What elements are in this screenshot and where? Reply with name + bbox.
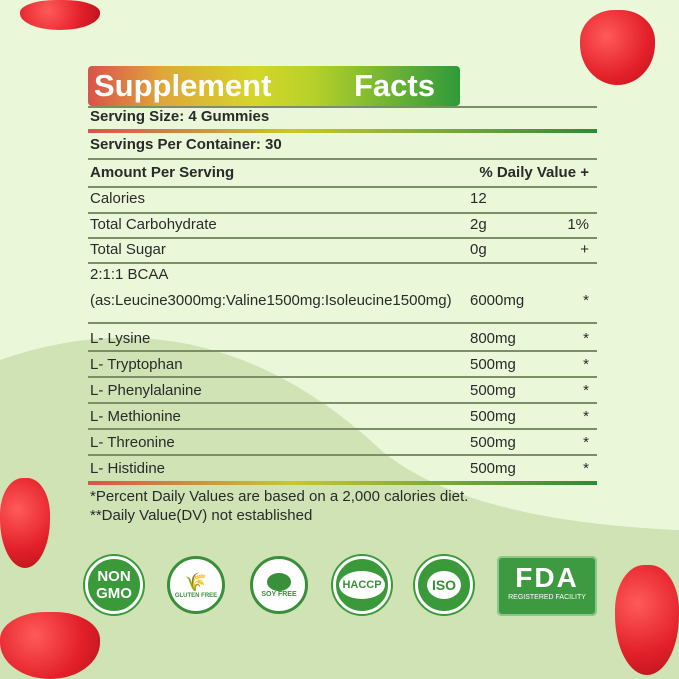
nutrient-name: L- Lysine [90,330,151,347]
table-row: L- Histidine 500mg * [90,457,595,481]
table-row: L- Lysine 800mg * [90,327,595,351]
nutrient-dv: * [583,382,589,399]
nutrient-name: L- Phenylalanine [90,382,202,399]
nutrient-amount: 6000mg [470,292,525,309]
nutrient-amount: 0g [470,241,487,258]
divider [88,106,597,108]
nutrient-dv: * [583,460,589,477]
bean-icon [267,572,291,591]
nutrient-amount: 500mg [470,382,516,399]
divider [88,186,597,188]
divider [88,237,597,239]
nutrient-name: L- Methionine [90,408,181,425]
table-row: (as:Leucine3000mg:Valine1500mg:Isoleucin… [90,289,595,313]
soy-free-badge: SOY FREE [250,556,308,614]
footnote-not-established: **Daily Value(DV) not established [90,507,313,524]
nutrient-name: 2:1:1 BCAA [90,266,169,283]
nutrient-dv: * [583,408,589,425]
strawberry-top-left [20,0,100,30]
nutrient-dv: * [583,330,589,347]
gluten-free-badge: 🌾 GLUTEN FREE [167,556,225,614]
table-row: Total Carbohydrate 2g 1% [90,213,595,237]
table-row: Calories 12 [90,187,595,211]
nutrient-amount: 500mg [470,434,516,451]
iso-badge: ISO [415,556,473,614]
divider [88,212,597,214]
nutrient-amount: 500mg [470,460,516,477]
nutrient-dv: * [583,356,589,373]
divider [88,350,597,352]
nutrient-dv: 1% [567,216,589,233]
non-text: NON [97,568,131,585]
iso-text: ISO [426,571,462,599]
nutrient-dv: * [583,292,589,309]
serving-size: Serving Size: 4 Gummies [90,108,270,125]
nutrient-name: Total Carbohydrate [90,216,217,233]
divider [88,454,597,456]
gradient-divider [88,481,597,485]
nutrient-amount: 2g [470,216,487,233]
table-row: 2:1:1 BCAA [90,263,595,287]
nutrient-dv: * [583,434,589,451]
divider [88,322,597,324]
table-row: L- Phenylalanine 500mg * [90,379,595,403]
footnote-dv: *Percent Daily Values are based on a 2,0… [90,488,469,505]
non-gmo-badge: NON GMO [85,556,143,614]
divider [88,428,597,430]
nutrient-dv: + [580,241,589,258]
haccp-badge: HACCP [333,556,391,614]
nutrient-name: Total Sugar [90,241,166,258]
soy-free-text: SOY FREE [261,590,297,598]
nutrient-name: Calories [90,190,146,207]
nutrient-name: (as:Leucine3000mg:Valine1500mg:Isoleucin… [90,292,452,309]
nutrient-amount: 12 [470,190,487,207]
gmo-text: GMO [96,585,132,602]
gradient-divider [88,129,597,133]
fda-text: FDA [515,562,579,593]
servings-per-container: Servings Per Container: 30 [90,136,282,153]
amount-header: Amount Per Serving [90,164,235,181]
divider [88,262,597,264]
dv-header: % Daily Value + [479,164,589,181]
strawberry-left [0,478,50,568]
table-row: L- Methionine 500mg * [90,405,595,429]
fda-badge: FDA REGISTERED FACILITY [497,556,597,616]
nutrient-amount: 800mg [470,330,516,347]
nutrient-amount: 500mg [470,356,516,373]
divider [88,376,597,378]
nutrient-name: L- Tryptophan [90,356,183,373]
wheat-icon: 🌾 [184,571,208,592]
table-row: Total Sugar 0g + [90,238,595,262]
divider [88,402,597,404]
divider [88,158,597,160]
table-row: L- Threonine 500mg * [90,431,595,455]
nutrient-amount: 500mg [470,408,516,425]
haccp-text: HACCP [339,571,385,599]
title-right: Facts [354,68,435,103]
title-left: Supplement [94,68,272,103]
strawberry-top-right [580,10,655,85]
nutrient-name: L- Threonine [90,434,175,451]
nutrient-name: L- Histidine [90,460,166,477]
gluten-free-text: GLUTEN FREE [174,592,218,599]
strawberry-bottom-left [0,612,100,679]
supplement-facts-title: Supplement Facts [88,66,460,106]
header-row: Amount Per Serving % Daily Value + [90,161,595,185]
strawberry-bottom-right [615,565,679,675]
table-row: L- Tryptophan 500mg * [90,353,595,377]
fda-sub-text: REGISTERED FACILITY [508,594,586,601]
